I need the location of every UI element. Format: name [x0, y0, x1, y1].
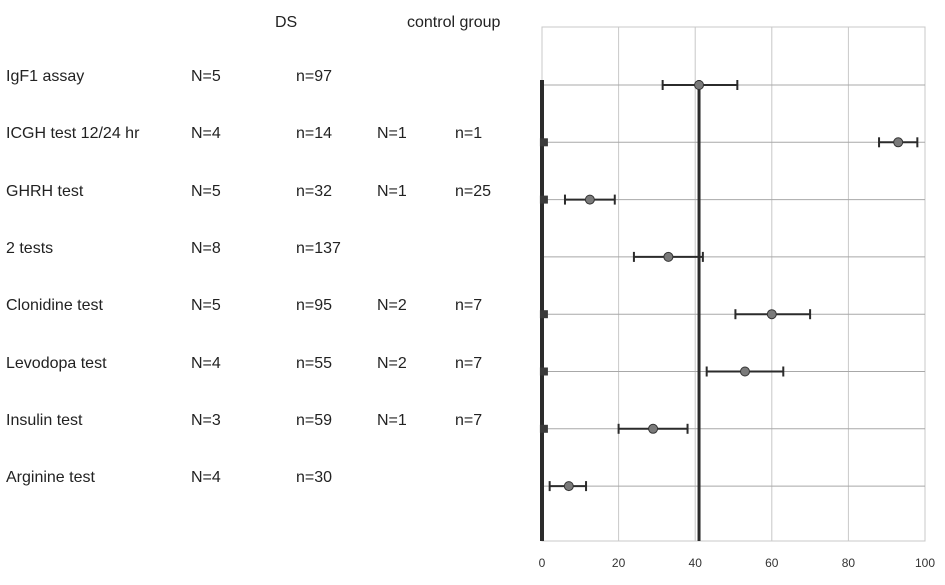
control-marker: [539, 195, 548, 204]
ds-N: N=5: [191, 182, 221, 200]
ds-N: N=4: [191, 354, 221, 372]
control-N: N=1: [377, 182, 407, 200]
ds-N: N=3: [191, 411, 221, 429]
estimate-point: [766, 309, 777, 320]
estimate-point: [648, 423, 659, 434]
row-label: Insulin test: [6, 411, 83, 429]
control-n: n=7: [455, 411, 483, 429]
control-n: n=7: [455, 297, 483, 315]
ds-N: N=8: [191, 239, 221, 257]
ds-n: n=97: [296, 68, 333, 85]
control-n: n=7: [455, 354, 483, 372]
x-tick-label: 20: [612, 556, 626, 570]
x-tick-label: 80: [842, 556, 856, 570]
x-tick-label: 60: [765, 556, 779, 570]
ds-n: n=32: [296, 182, 333, 200]
control-N: N=1: [377, 411, 407, 429]
ds-N: N=5: [191, 68, 221, 85]
estimate-point: [739, 366, 750, 377]
control-marker: [539, 310, 548, 319]
estimate-point: [893, 137, 904, 148]
ds-N: N=4: [191, 469, 221, 487]
header-ds: DS: [275, 14, 298, 31]
row-label: 2 tests: [6, 239, 54, 257]
control-marker: [539, 138, 548, 147]
estimate-point: [694, 80, 705, 90]
row-label: Clonidine test: [6, 297, 103, 315]
ds-n: n=30: [296, 469, 333, 487]
plot-frame: [541, 26, 926, 542]
x-tick-label: 100: [915, 556, 935, 570]
estimate-point: [584, 194, 595, 205]
header-control-group: control group: [407, 14, 501, 31]
estimate-point: [563, 481, 574, 492]
ds-n: n=137: [296, 239, 341, 257]
ds-n: n=55: [296, 354, 333, 372]
row-label: IgF1 assay: [6, 68, 85, 85]
row-label: Arginine test: [6, 469, 95, 487]
ds-n: n=59: [296, 411, 333, 429]
ds-N: N=5: [191, 297, 221, 315]
control-n: n=25: [455, 182, 492, 200]
row-label: Levodopa test: [6, 354, 107, 372]
x-tick-label: 40: [689, 556, 703, 570]
row-label: GHRH test: [6, 182, 84, 200]
control-marker: [539, 424, 548, 433]
control-N: N=2: [377, 354, 407, 372]
ds-N: N=4: [191, 125, 221, 143]
estimate-point: [663, 251, 674, 262]
ds-n: n=95: [296, 297, 333, 315]
control-N: N=2: [377, 297, 407, 315]
control-marker: [539, 367, 548, 376]
control-N: N=1: [377, 125, 407, 143]
control-n: n=1: [455, 125, 483, 143]
x-tick-label: 0: [539, 556, 546, 570]
row-label: ICGH test 12/24 hr: [6, 125, 140, 143]
ds-n: n=14: [296, 125, 333, 143]
